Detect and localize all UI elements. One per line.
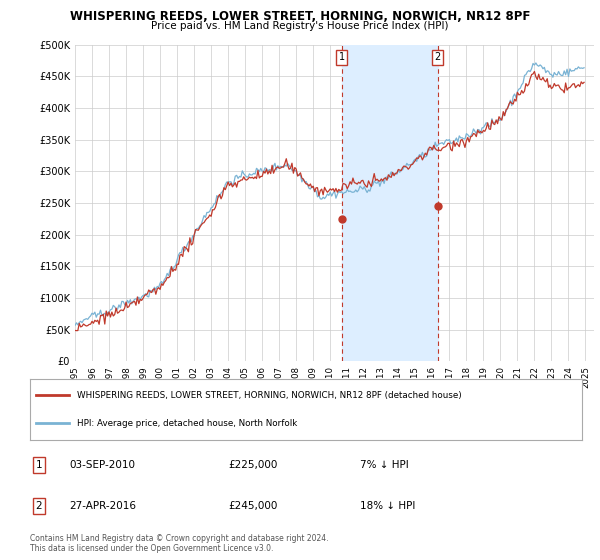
Text: 18% ↓ HPI: 18% ↓ HPI <box>360 501 415 511</box>
Text: £225,000: £225,000 <box>228 460 277 470</box>
Text: WHISPERING REEDS, LOWER STREET, HORNING, NORWICH, NR12 8PF (detached house): WHISPERING REEDS, LOWER STREET, HORNING,… <box>77 391 461 400</box>
Text: £245,000: £245,000 <box>228 501 277 511</box>
Text: 03-SEP-2010: 03-SEP-2010 <box>69 460 135 470</box>
Text: 1: 1 <box>338 53 345 63</box>
Text: Price paid vs. HM Land Registry's House Price Index (HPI): Price paid vs. HM Land Registry's House … <box>151 21 449 31</box>
Text: 1: 1 <box>35 460 43 470</box>
Text: Contains HM Land Registry data © Crown copyright and database right 2024.
This d: Contains HM Land Registry data © Crown c… <box>30 534 329 553</box>
Bar <box>341 45 438 361</box>
Text: WHISPERING REEDS, LOWER STREET, HORNING, NORWICH, NR12 8PF: WHISPERING REEDS, LOWER STREET, HORNING,… <box>70 10 530 23</box>
Text: 2: 2 <box>434 53 441 63</box>
Text: 2: 2 <box>35 501 43 511</box>
Text: 7% ↓ HPI: 7% ↓ HPI <box>360 460 409 470</box>
Text: HPI: Average price, detached house, North Norfolk: HPI: Average price, detached house, Nort… <box>77 419 297 428</box>
Text: 27-APR-2016: 27-APR-2016 <box>69 501 136 511</box>
